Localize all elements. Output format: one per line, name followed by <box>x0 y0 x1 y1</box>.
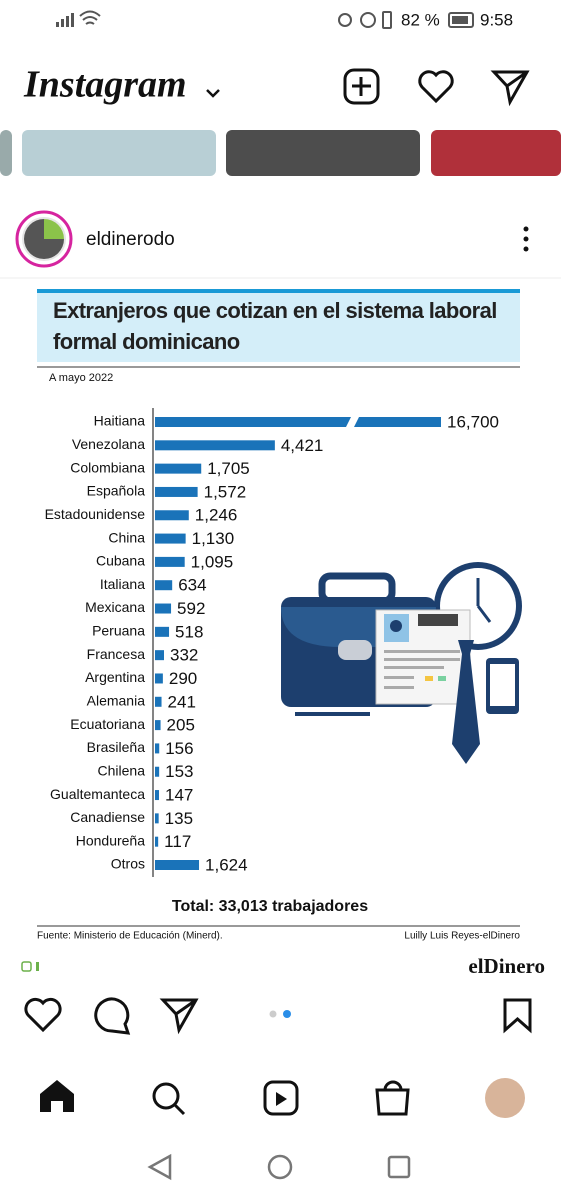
bar <box>155 580 173 591</box>
category-label: Chilena <box>98 762 146 778</box>
value-label: 4,421 <box>281 436 324 455</box>
category-label: Italiana <box>100 576 145 592</box>
category-label: Colombiana <box>70 459 145 475</box>
category-label: Francesa <box>87 646 146 662</box>
value-label: 147 <box>165 786 193 805</box>
bar <box>155 860 200 870</box>
category-label: Gualtemanteca <box>50 786 145 802</box>
value-label: 1,572 <box>204 482 247 501</box>
value-label: 135 <box>165 809 193 828</box>
title-box <box>37 289 520 362</box>
value-label: 117 <box>164 832 191 851</box>
category-label: Hondureña <box>76 832 145 848</box>
system-nav[interactable] <box>147 1153 411 1181</box>
nav-icons[interactable] <box>40 1078 525 1118</box>
value-label: 241 <box>168 692 196 711</box>
category-label: Otros <box>111 856 145 872</box>
illustration <box>281 562 522 764</box>
app-logo[interactable]: Instagram <box>23 64 187 106</box>
bar <box>155 417 441 427</box>
bar <box>155 486 198 497</box>
value-label: 518 <box>175 622 203 641</box>
category-label: Alemania <box>87 692 146 708</box>
post-actions[interactable] <box>24 997 532 1035</box>
category-label: Española <box>87 483 146 499</box>
carousel-dot <box>283 1010 291 1018</box>
value-label: 634 <box>178 576 206 595</box>
value-label: 332 <box>170 646 198 665</box>
bar-chart: Haitiana 16,700 Venezolana 4,421 Colombiana 1… <box>45 412 499 874</box>
bar <box>155 510 189 521</box>
chart-total: Total: 33,013 trabajadores <box>172 898 368 915</box>
value-label: 205 <box>167 716 195 735</box>
value-label: 153 <box>165 762 193 781</box>
account-switch[interactable] <box>206 89 220 98</box>
value-label: 16,700 <box>447 412 499 431</box>
chart-title: Extranjeros que cotizan en el sistema la… <box>53 298 497 354</box>
avatar-logo <box>44 219 64 239</box>
value-label: 1,095 <box>191 552 234 571</box>
category-label: Cubana <box>96 553 145 569</box>
bar <box>155 720 161 731</box>
bar <box>155 440 275 451</box>
bar <box>155 533 186 544</box>
bar <box>155 836 159 847</box>
title-box-border <box>37 289 520 293</box>
avatar-ring <box>15 210 73 268</box>
bar <box>155 556 185 567</box>
username[interactable]: eldinerodo <box>86 229 175 250</box>
value-label: 1,624 <box>205 855 248 874</box>
category-label: China <box>108 529 145 545</box>
social-icons <box>21 961 39 972</box>
header-actions[interactable] <box>343 68 530 107</box>
category-label: Argentina <box>85 669 145 685</box>
bar <box>155 743 160 754</box>
category-label: Ecuatoriana <box>70 716 145 732</box>
chart-source: Fuente: Ministerio de Educación (Minerd)… <box>37 931 223 942</box>
value-label: 1,705 <box>207 459 250 478</box>
carousel-dot <box>269 1010 277 1018</box>
bar <box>155 603 172 614</box>
clock: 9:58 <box>480 10 513 29</box>
value-label: 290 <box>169 669 197 688</box>
bar <box>155 790 159 801</box>
value-label: 1,130 <box>192 529 235 548</box>
category-label: Peruana <box>92 623 145 639</box>
category-label: Venezolana <box>72 436 145 452</box>
bar <box>155 650 165 661</box>
category-label: Mexicana <box>85 599 145 615</box>
brand: elDinero <box>468 954 545 978</box>
axis-break <box>345 415 360 429</box>
value-label: 1,246 <box>195 506 238 525</box>
chart-subtitle: A mayo 2022 <box>49 372 113 384</box>
category-label: Haitiana <box>94 413 146 429</box>
battery-level: 82 % <box>401 10 440 29</box>
bar <box>155 696 162 707</box>
avatar-logo <box>24 219 64 259</box>
status-icons <box>56 10 474 29</box>
post-menu[interactable] <box>523 226 529 252</box>
category-label: Canadiense <box>70 809 145 825</box>
story-thumbnails[interactable] <box>0 130 561 176</box>
category-label: Estadounidense <box>45 506 146 522</box>
bar <box>155 766 160 777</box>
bar <box>155 813 159 824</box>
chart-credit: Luilly Luis Reyes-elDinero <box>404 931 520 942</box>
category-label: Brasileña <box>87 739 146 755</box>
bar <box>155 463 202 474</box>
value-label: 592 <box>177 599 205 618</box>
bar <box>155 626 170 637</box>
value-label: 156 <box>165 739 193 758</box>
bar <box>155 673 163 684</box>
